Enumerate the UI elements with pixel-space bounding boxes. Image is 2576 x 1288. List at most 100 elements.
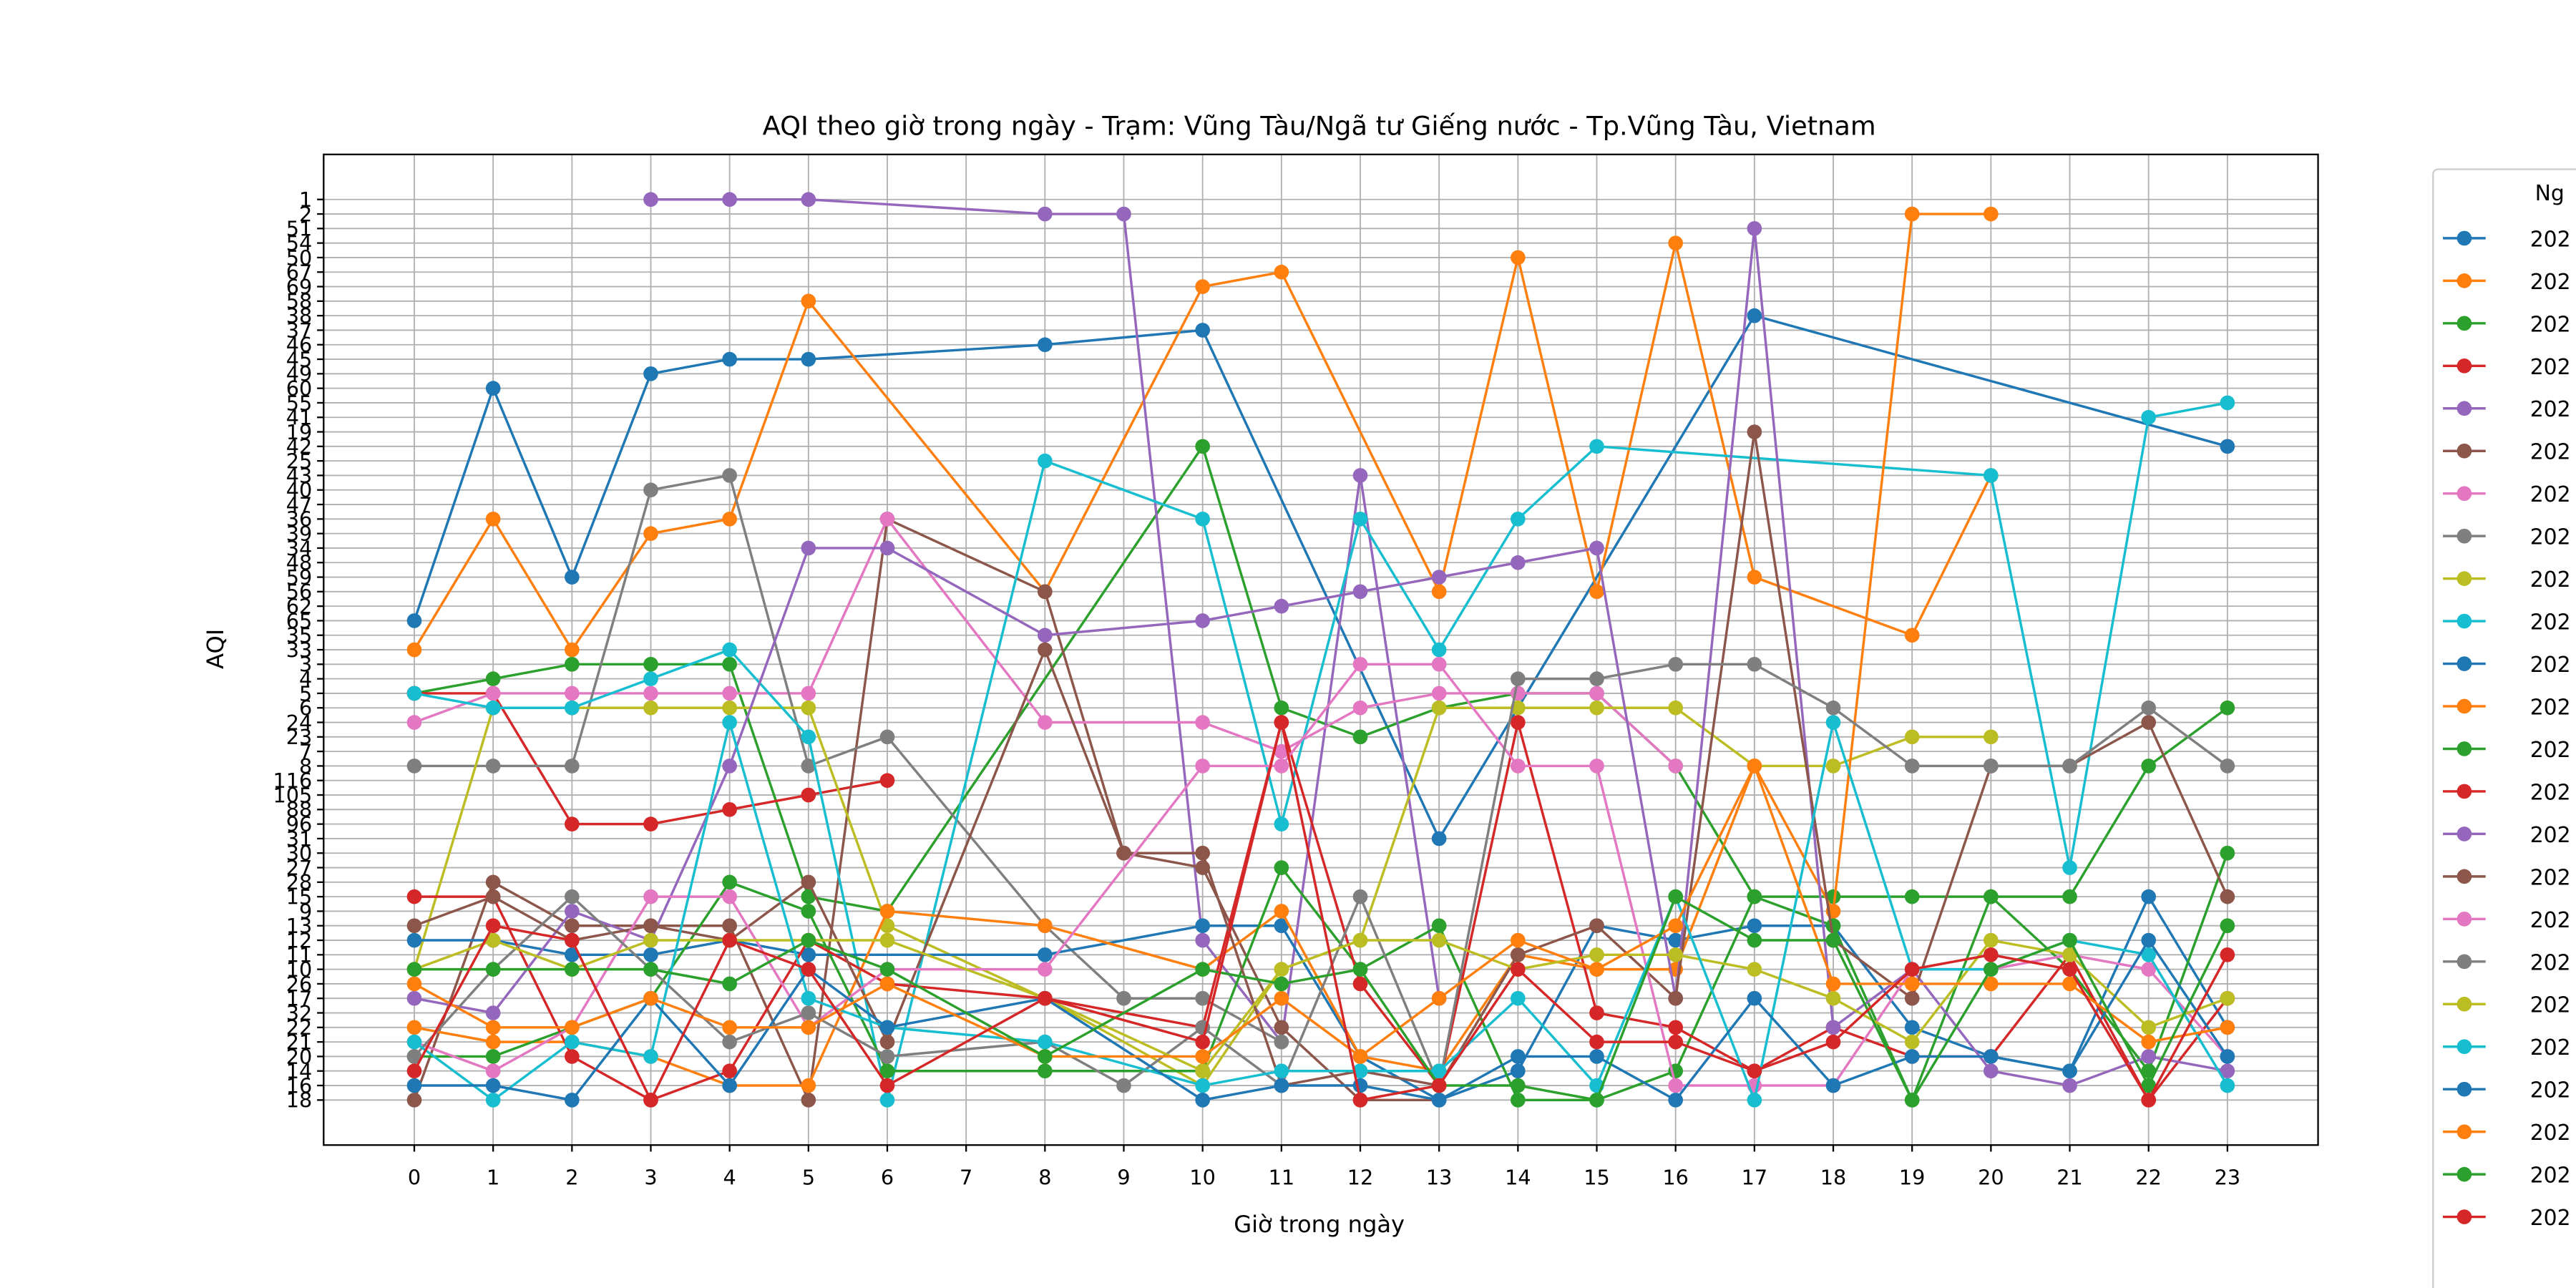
data-point xyxy=(801,932,816,948)
data-point xyxy=(2220,395,2235,411)
data-point xyxy=(2220,1078,2235,1093)
data-point xyxy=(1037,642,1053,658)
data-point xyxy=(801,293,816,309)
data-point xyxy=(2062,860,2077,875)
y-tick-label: 55 xyxy=(286,391,313,415)
data-point xyxy=(801,962,816,977)
data-point xyxy=(2220,990,2235,1006)
legend-marker xyxy=(2457,656,2472,671)
legend-marker xyxy=(2457,869,2472,884)
data-point xyxy=(1431,831,1447,847)
x-tick-label: 12 xyxy=(1347,1165,1374,1189)
data-point xyxy=(2062,932,2077,948)
data-point xyxy=(1904,1034,1920,1050)
data-point xyxy=(643,526,658,541)
data-point xyxy=(485,1049,501,1064)
data-point xyxy=(1274,700,1289,716)
x-tick-label: 7 xyxy=(960,1165,972,1189)
data-point xyxy=(1747,308,1762,323)
data-point xyxy=(406,758,422,774)
data-point xyxy=(1825,918,1841,934)
data-point xyxy=(485,1063,501,1079)
y-tick-label: 58 xyxy=(286,289,313,313)
y-tick-label: 15 xyxy=(286,884,313,909)
data-point xyxy=(406,889,422,904)
y-tick-label: 50 xyxy=(286,245,313,270)
y-tick-label: 24 xyxy=(286,711,313,735)
data-point xyxy=(722,1063,737,1079)
y-tick-label: 60 xyxy=(286,376,313,401)
legend-marker xyxy=(2457,401,2472,416)
data-point xyxy=(1037,918,1053,934)
data-point xyxy=(801,787,816,803)
data-point xyxy=(564,889,580,904)
y-tick-label: 17 xyxy=(286,987,313,1011)
y-tick-label: 18 xyxy=(286,1088,313,1113)
data-point xyxy=(406,976,422,992)
data-point xyxy=(1511,250,1526,265)
data-point xyxy=(1668,932,1684,948)
y-tick-label: 41 xyxy=(286,406,313,430)
data-point xyxy=(1984,932,1999,948)
y-tick-label: 22 xyxy=(286,1015,313,1040)
data-point xyxy=(1431,1063,1447,1079)
data-point xyxy=(485,1092,501,1108)
data-point xyxy=(564,918,580,934)
data-point xyxy=(1037,206,1053,222)
y-tick-label: 25 xyxy=(286,449,313,473)
data-point xyxy=(879,540,895,556)
data-point xyxy=(2220,1020,2235,1035)
data-point xyxy=(1747,918,1762,934)
data-point xyxy=(2062,962,2077,977)
data-point xyxy=(1589,947,1604,962)
legend-marker xyxy=(2457,1209,2472,1224)
data-point xyxy=(643,657,658,672)
data-point xyxy=(801,686,816,701)
x-tick-label: 15 xyxy=(1584,1165,1610,1189)
data-point xyxy=(879,904,895,919)
data-point xyxy=(485,758,501,774)
data-point xyxy=(1747,889,1762,904)
data-point xyxy=(722,512,737,527)
data-point xyxy=(2220,758,2235,774)
data-point xyxy=(2141,1049,2157,1064)
y-tick-label: 28 xyxy=(286,870,313,894)
legend-title: Ng xyxy=(2535,181,2565,206)
data-point xyxy=(2141,1063,2157,1079)
data-point xyxy=(1431,918,1447,934)
legend-marker xyxy=(2457,698,2472,714)
legend-label: 202 xyxy=(2530,525,2571,550)
data-point xyxy=(722,976,737,992)
data-point xyxy=(1668,700,1684,716)
data-point xyxy=(564,904,580,919)
data-point xyxy=(1984,889,1999,904)
data-point xyxy=(1589,584,1604,600)
x-tick-label: 3 xyxy=(644,1165,657,1189)
data-point xyxy=(406,1063,422,1079)
data-point xyxy=(1431,642,1447,658)
data-point xyxy=(1195,512,1210,527)
legend-label: 202 xyxy=(2530,482,2571,507)
data-point xyxy=(1589,1034,1604,1050)
data-point xyxy=(1195,1063,1210,1079)
data-point xyxy=(1747,932,1762,948)
data-point xyxy=(1511,1078,1526,1093)
x-tick-label: 14 xyxy=(1505,1165,1531,1189)
data-point xyxy=(879,729,895,745)
data-point xyxy=(1904,206,1920,222)
x-tick-label: 22 xyxy=(2135,1165,2162,1189)
data-point xyxy=(2220,889,2235,904)
data-point xyxy=(1195,323,1210,338)
legend-label: 202 xyxy=(2530,312,2571,337)
data-point xyxy=(1984,976,1999,992)
plot-area xyxy=(406,192,2235,1108)
data-point xyxy=(1195,990,1210,1006)
data-point xyxy=(1274,1020,1289,1035)
data-point xyxy=(722,889,737,904)
legend-label: 202 xyxy=(2530,440,2571,465)
legend-label: 202 xyxy=(2530,695,2571,720)
legend-marker xyxy=(2457,316,2472,331)
data-point xyxy=(1589,1049,1604,1064)
legend-marker xyxy=(2457,613,2472,629)
data-point xyxy=(1825,758,1841,774)
